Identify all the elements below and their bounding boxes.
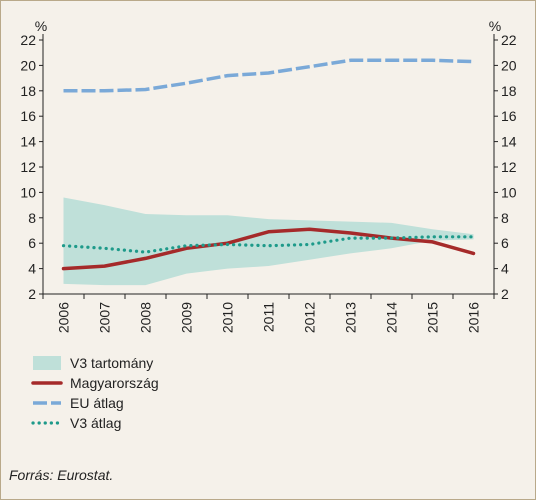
y-tick-label-left: 16 <box>20 108 36 124</box>
y-tick-label-right: 12 <box>501 159 517 175</box>
y-tick-label-left: 4 <box>28 261 36 277</box>
x-tick-label: 2012 <box>302 302 318 333</box>
y-tick-label-left: 22 <box>20 32 36 48</box>
y-tick-label-right: 8 <box>501 210 509 226</box>
x-tick-label: 2010 <box>220 302 236 333</box>
y-tick-label-left: 2 <box>28 286 36 302</box>
y-tick-label-left: 8 <box>28 210 36 226</box>
source-note: Forrás: Eurostat. <box>9 467 114 483</box>
y-tick-label-right: 14 <box>501 134 517 150</box>
x-tick-label: 2011 <box>261 302 277 332</box>
series-line-1 <box>63 58 474 93</box>
y-tick-label-right: 10 <box>501 184 517 200</box>
left-unit-label: % <box>35 18 47 34</box>
y-tick-label-left: 6 <box>28 235 36 251</box>
y-tick-label-right: 18 <box>501 83 517 99</box>
y-tick-label-left: 10 <box>20 184 36 200</box>
y-tick-label-right: 2 <box>501 286 509 302</box>
legend-label-0: Magyarország <box>70 375 159 391</box>
right-unit-label: % <box>489 18 501 34</box>
band-area <box>63 197 474 286</box>
y-tick-label-left: 18 <box>20 83 36 99</box>
x-tick-label: 2014 <box>384 302 400 333</box>
legend-label-band: V3 tartomány <box>70 355 153 371</box>
x-tick-label: 2016 <box>466 302 482 333</box>
y-tick-label-left: 12 <box>20 159 36 175</box>
x-tick-label: 2006 <box>56 302 72 333</box>
x-tick-label: 2009 <box>179 302 195 333</box>
y-tick-label-right: 22 <box>501 32 517 48</box>
y-tick-label-right: 4 <box>501 261 509 277</box>
legend-label-2: V3 átlag <box>70 415 121 431</box>
y-tick-label-right: 6 <box>501 235 509 251</box>
y-tick-label-left: 20 <box>20 57 36 73</box>
y-tick-label-left: 14 <box>20 134 36 150</box>
x-tick-label: 2013 <box>343 302 359 333</box>
series-line-2 <box>61 235 476 254</box>
legend-label-1: EU átlag <box>70 395 124 411</box>
x-tick-label: 2008 <box>138 302 154 333</box>
y-tick-label-right: 16 <box>501 108 517 124</box>
x-tick-label: 2007 <box>97 302 113 333</box>
y-tick-label-right: 20 <box>501 57 517 73</box>
x-tick-label: 2015 <box>425 302 441 333</box>
legend-swatch-band <box>33 356 61 370</box>
